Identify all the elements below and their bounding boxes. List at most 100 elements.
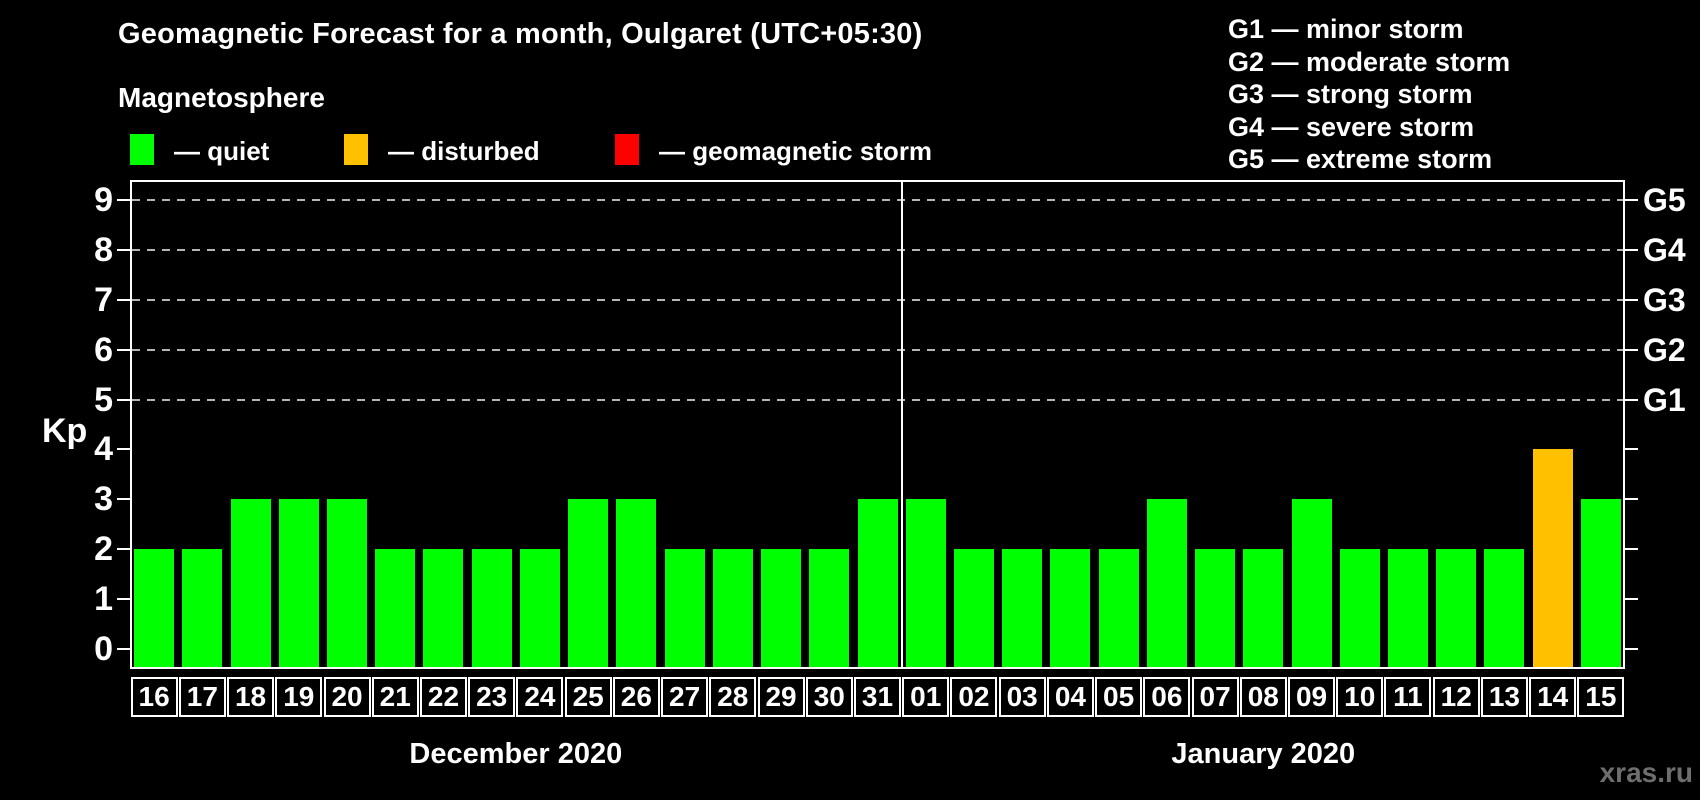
legend-label-storm: — geomagnetic storm	[659, 136, 933, 166]
g-level-label-G2: G2	[1643, 331, 1686, 368]
y-axis-tick-label: 4	[94, 430, 113, 469]
day-label-09: 09	[1288, 677, 1336, 717]
day-label-14: 14	[1529, 677, 1577, 717]
kp-bar-day-08	[1243, 549, 1284, 667]
y-axis-label: Kp	[42, 412, 88, 450]
right-axis-tick	[1625, 198, 1638, 201]
day-label-30: 30	[805, 677, 853, 717]
day-label-11: 11	[1384, 677, 1432, 717]
day-label-28: 28	[709, 677, 757, 717]
y-axis-tick-label: 5	[94, 380, 113, 419]
right-axis-tick	[1625, 298, 1638, 301]
y-axis-tick	[117, 298, 130, 301]
kp-bar-day-12	[1436, 549, 1477, 667]
kp-bar-day-28	[712, 549, 753, 667]
kp-bar-day-03	[1002, 549, 1043, 667]
legend-swatch-quiet	[130, 134, 154, 165]
day-label-21: 21	[371, 677, 419, 717]
watermark: xras.ru	[1599, 757, 1693, 788]
day-label-01: 01	[902, 677, 950, 717]
y-axis-tick-label: 9	[94, 180, 113, 219]
right-axis-tick	[1625, 248, 1638, 251]
month-label-0: December 2020	[409, 738, 623, 770]
g-legend-line-5: G5 — extreme storm	[1228, 144, 1493, 174]
g-level-label-G3: G3	[1643, 281, 1686, 318]
kp-bar-day-20	[327, 499, 368, 667]
day-label-27: 27	[661, 677, 709, 717]
kp-bar-day-10	[1339, 549, 1380, 667]
month-label-1: January 2020	[1171, 738, 1356, 770]
gridline-kp-7	[132, 298, 1623, 301]
y-axis-tick-label: 7	[94, 280, 113, 319]
kp-bar-day-15	[1580, 499, 1621, 667]
kp-bar-day-06	[1146, 499, 1187, 667]
y-axis-tick	[117, 448, 130, 451]
day-label-08: 08	[1239, 677, 1287, 717]
day-label-16: 16	[130, 677, 178, 717]
legend-label-disturbed: — disturbed	[388, 136, 540, 166]
day-label-10: 10	[1336, 677, 1384, 717]
y-axis-tick	[117, 648, 130, 651]
y-axis-tick-label: 2	[94, 530, 113, 569]
kp-bar-day-11	[1387, 549, 1428, 667]
y-axis-tick	[117, 498, 130, 501]
kp-bar-day-24	[519, 549, 560, 667]
kp-bar-day-31	[857, 499, 898, 667]
kp-bar-day-16	[134, 549, 175, 667]
kp-bar-day-09	[1291, 499, 1332, 667]
gridline-kp-9	[132, 198, 1623, 201]
chart-title: Geomagnetic Forecast for a month, Oulgar…	[118, 18, 923, 50]
month-divider-line	[900, 182, 903, 667]
day-label-06: 06	[1143, 677, 1191, 717]
y-axis-tick-label: 3	[94, 480, 113, 519]
legend-swatch-disturbed	[344, 134, 368, 165]
day-label-12: 12	[1432, 677, 1480, 717]
y-axis-tick	[117, 398, 130, 401]
legend-label-quiet: — quiet	[174, 136, 270, 166]
right-axis-tick	[1625, 648, 1638, 651]
kp-bar-day-18	[230, 499, 271, 667]
g-legend-line-2: G2 — moderate storm	[1228, 46, 1511, 77]
y-axis-tick-label: 6	[94, 330, 113, 369]
kp-bar-day-13	[1484, 549, 1525, 667]
kp-bar-day-14	[1532, 449, 1573, 667]
kp-bar-day-01	[905, 499, 946, 667]
gridline-kp-6	[132, 348, 1623, 351]
g-level-label-G5: G5	[1643, 181, 1686, 218]
y-axis-tick-label: 1	[94, 580, 113, 619]
day-label-18: 18	[227, 677, 275, 717]
right-axis-tick	[1625, 348, 1638, 351]
kp-bar-day-02	[953, 549, 994, 667]
g-legend-line-1: G1 — minor storm	[1228, 14, 1464, 44]
magnetosphere-legend-title: Magnetosphere	[118, 82, 325, 113]
right-axis-tick	[1625, 498, 1638, 501]
day-label-02: 02	[950, 677, 998, 717]
y-axis-tick	[117, 548, 130, 551]
legend-swatch-storm	[615, 134, 639, 165]
day-label-22: 22	[419, 677, 467, 717]
day-label-23: 23	[468, 677, 516, 717]
kp-bar-day-23	[471, 549, 512, 667]
y-axis-tick-label: 8	[94, 230, 113, 269]
day-label-07: 07	[1191, 677, 1239, 717]
kp-bar-day-19	[278, 499, 319, 667]
right-axis-tick	[1625, 448, 1638, 451]
kp-bar-day-27	[664, 549, 705, 667]
kp-bar-day-22	[423, 549, 464, 667]
day-label-13: 13	[1480, 677, 1528, 717]
day-label-04: 04	[1046, 677, 1094, 717]
day-label-20: 20	[323, 677, 371, 717]
right-axis-tick	[1625, 548, 1638, 551]
kp-bar-day-07	[1195, 549, 1236, 667]
g-level-label-G1: G1	[1643, 381, 1686, 418]
kp-bar-day-30	[809, 549, 850, 667]
day-label-19: 19	[275, 677, 323, 717]
kp-bar-day-21	[375, 549, 416, 667]
g-level-label-G4: G4	[1643, 231, 1686, 268]
g-legend-line-4: G4 — severe storm	[1228, 111, 1475, 142]
right-axis-tick	[1625, 598, 1638, 601]
day-label-25: 25	[564, 677, 612, 717]
right-axis-tick	[1625, 398, 1638, 401]
gridline-kp-8	[132, 248, 1623, 251]
